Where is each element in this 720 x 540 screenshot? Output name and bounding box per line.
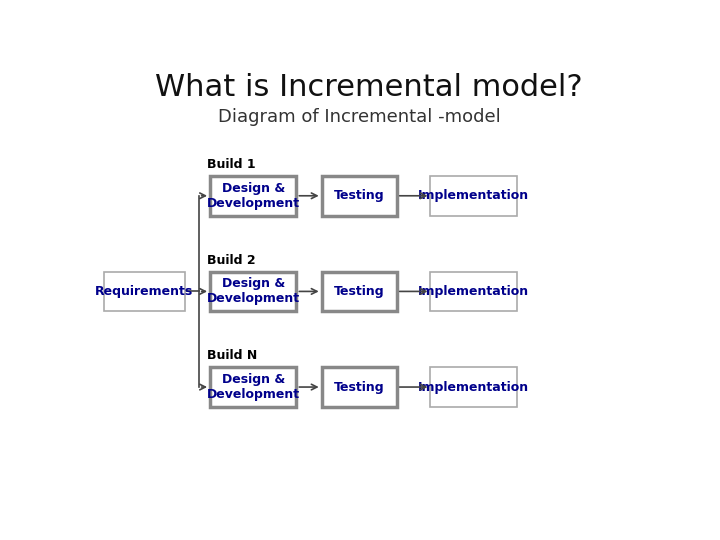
Text: Testing: Testing <box>334 190 384 202</box>
Bar <box>322 176 397 215</box>
Text: Implementation: Implementation <box>418 190 529 202</box>
Text: Design &
Development: Design & Development <box>207 182 300 210</box>
Text: Testing: Testing <box>334 381 384 394</box>
Bar <box>431 272 517 311</box>
Text: Diagram of Incremental -model: Diagram of Incremental -model <box>218 108 501 126</box>
Text: Implementation: Implementation <box>418 285 529 298</box>
Bar <box>104 272 185 311</box>
Text: Requirements: Requirements <box>95 285 194 298</box>
Bar <box>431 176 517 215</box>
Text: What is Incremental model?: What is Incremental model? <box>156 73 582 102</box>
Text: Testing: Testing <box>334 285 384 298</box>
Bar <box>322 272 397 311</box>
Bar <box>431 367 517 407</box>
Bar <box>210 272 297 311</box>
Text: Design &
Development: Design & Development <box>207 278 300 306</box>
Text: Design &
Development: Design & Development <box>207 373 300 401</box>
Bar <box>322 367 397 407</box>
Text: Implementation: Implementation <box>418 381 529 394</box>
Bar <box>210 176 297 215</box>
Text: Build N: Build N <box>207 349 258 362</box>
Text: Build 1: Build 1 <box>207 158 256 171</box>
Text: Build 2: Build 2 <box>207 254 256 267</box>
Bar <box>210 367 297 407</box>
